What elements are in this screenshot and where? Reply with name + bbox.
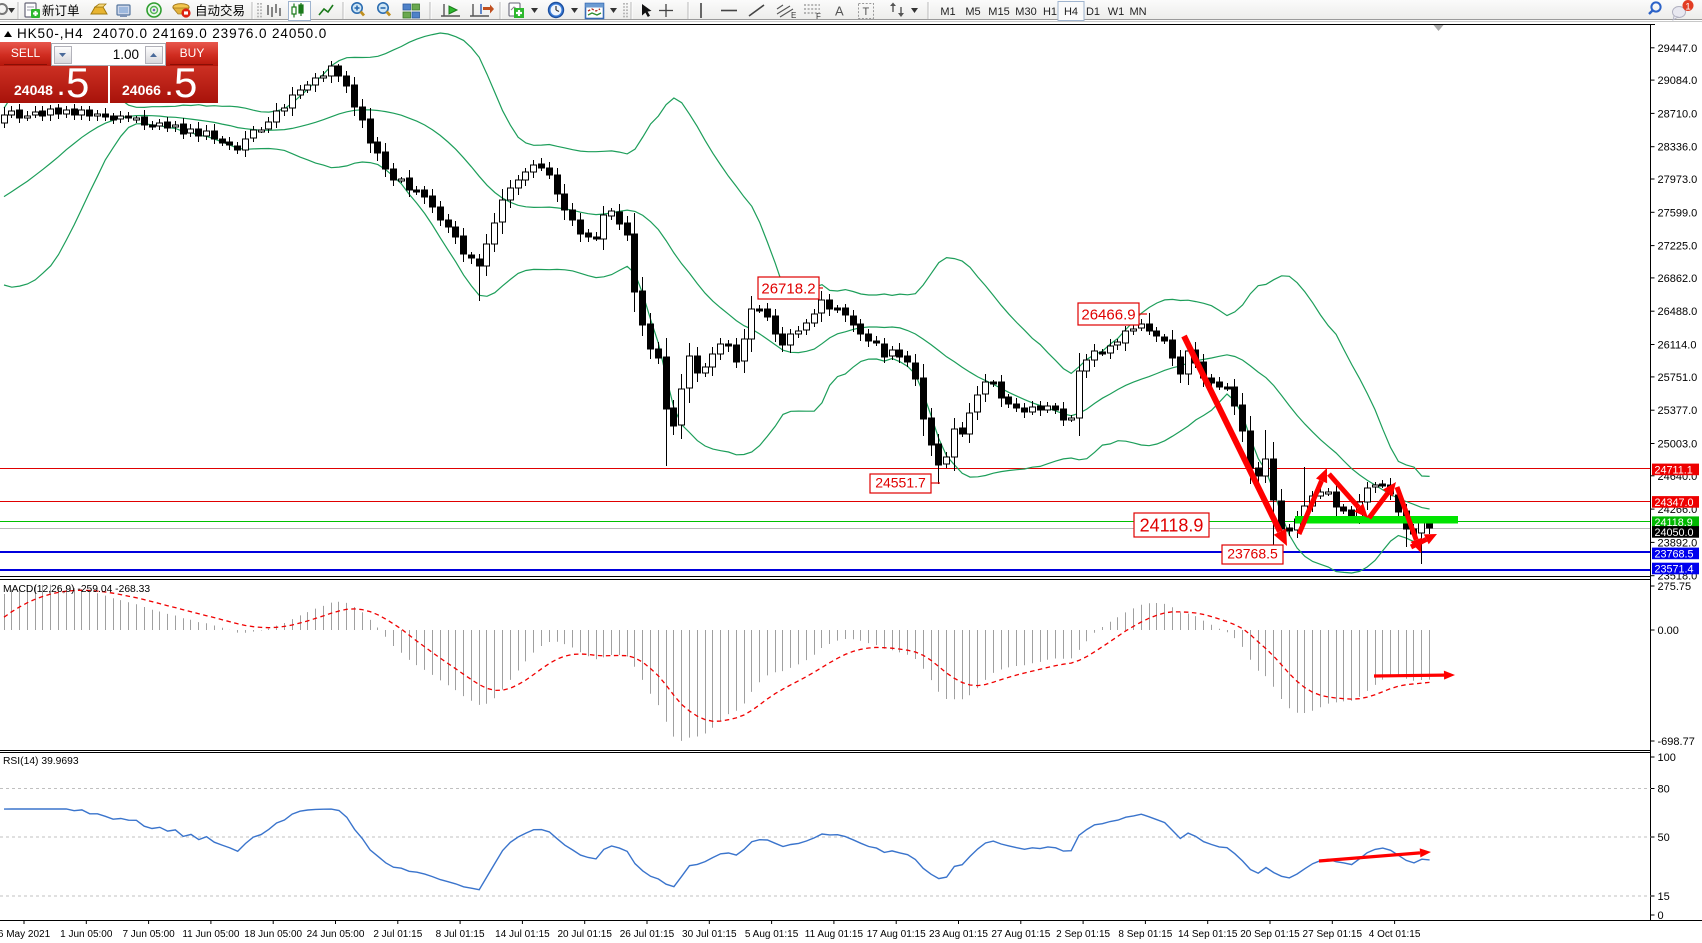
svg-text:27599.0: 27599.0: [1658, 207, 1698, 219]
svg-text:11 Aug 01:15: 11 Aug 01:15: [805, 929, 864, 940]
svg-text:15: 15: [1658, 891, 1670, 903]
svg-text:D1: D1: [1086, 6, 1100, 18]
svg-text:T: T: [863, 6, 870, 18]
svg-text:26718.2: 26718.2: [761, 281, 815, 298]
svg-text:27 Sep 01:15: 27 Sep 01:15: [1303, 929, 1363, 940]
svg-text:A: A: [835, 4, 844, 19]
svg-text:26862.0: 26862.0: [1658, 273, 1698, 285]
svg-text:5 Aug 01:15: 5 Aug 01:15: [745, 929, 799, 940]
svg-text:14 Jul 01:15: 14 Jul 01:15: [495, 929, 550, 940]
svg-text:23892.0: 23892.0: [1658, 537, 1698, 549]
svg-text:28336.0: 28336.0: [1658, 142, 1698, 154]
svg-text:24050.0: 24050.0: [1655, 527, 1694, 539]
svg-text:26114.0: 26114.0: [1658, 340, 1697, 352]
svg-text:M5: M5: [965, 6, 980, 18]
svg-text:0.00: 0.00: [1658, 625, 1679, 637]
svg-text:50: 50: [1658, 832, 1670, 844]
svg-text:30 Jul 01:15: 30 Jul 01:15: [682, 929, 737, 940]
svg-text:23571.4: 23571.4: [1655, 564, 1694, 576]
svg-text:26466.9: 26466.9: [1081, 307, 1135, 324]
svg-text:100: 100: [1658, 752, 1676, 764]
svg-text:23 Aug 01:15: 23 Aug 01:15: [929, 929, 988, 940]
svg-text:HK50-,H4 24070.0 24169.0 2397: HK50-,H4 24070.0 24169.0 23976.0 24050.0: [17, 26, 327, 41]
svg-text:24 Jun 05:00: 24 Jun 05:00: [307, 929, 365, 940]
svg-text:11 Jun 05:00: 11 Jun 05:00: [182, 929, 240, 940]
svg-text:25003.0: 25003.0: [1658, 438, 1698, 450]
svg-text:24347.0: 24347.0: [1655, 497, 1694, 509]
svg-text:M15: M15: [988, 6, 1009, 18]
svg-text:-698.77: -698.77: [1658, 736, 1695, 748]
svg-text:M30: M30: [1015, 6, 1036, 18]
svg-text:7 Jun 05:00: 7 Jun 05:00: [122, 929, 175, 940]
svg-text:17 Aug 01:15: 17 Aug 01:15: [867, 929, 926, 940]
svg-text:M1: M1: [940, 6, 955, 18]
svg-text:H4: H4: [1064, 6, 1078, 18]
svg-text:RSI(14) 39.9693: RSI(14) 39.9693: [3, 756, 79, 767]
svg-text:29084.0: 29084.0: [1658, 75, 1698, 87]
svg-text:8 Jul 01:15: 8 Jul 01:15: [436, 929, 485, 940]
svg-text:20 Jul 01:15: 20 Jul 01:15: [557, 929, 612, 940]
svg-text:275.75: 275.75: [1658, 581, 1692, 593]
svg-text:14 Sep 01:15: 14 Sep 01:15: [1178, 929, 1238, 940]
svg-text:1 Jun 05:00: 1 Jun 05:00: [60, 929, 113, 940]
svg-text:4 Oct 01:15: 4 Oct 01:15: [1369, 929, 1421, 940]
svg-text:24118.9: 24118.9: [1140, 516, 1204, 536]
svg-text:0: 0: [1658, 910, 1664, 922]
svg-text:自动交易: 自动交易: [195, 3, 245, 18]
svg-text:27 Aug 01:15: 27 Aug 01:15: [991, 929, 1050, 940]
svg-text:80: 80: [1658, 784, 1670, 796]
svg-text:MN: MN: [1129, 6, 1146, 18]
svg-text:27973.0: 27973.0: [1658, 174, 1698, 186]
svg-text:29447.0: 29447.0: [1658, 43, 1698, 55]
svg-text:2 Sep 01:15: 2 Sep 01:15: [1056, 929, 1110, 940]
svg-text:新订单: 新订单: [42, 3, 80, 18]
svg-text:23768.5: 23768.5: [1227, 546, 1278, 562]
svg-text:26488.0: 26488.0: [1658, 306, 1698, 318]
svg-text:24551.7: 24551.7: [875, 475, 926, 491]
svg-text:20 Sep 01:15: 20 Sep 01:15: [1240, 929, 1300, 940]
svg-text:6 May 2021: 6 May 2021: [0, 929, 51, 940]
svg-text:W1: W1: [1108, 6, 1125, 18]
svg-text:23768.5: 23768.5: [1655, 548, 1694, 560]
svg-text:2 Jul 01:15: 2 Jul 01:15: [373, 929, 422, 940]
svg-text:26 Jul 01:15: 26 Jul 01:15: [620, 929, 675, 940]
svg-text:8 Sep 01:15: 8 Sep 01:15: [1118, 929, 1172, 940]
svg-text:27225.0: 27225.0: [1658, 241, 1698, 253]
svg-text:F: F: [816, 12, 821, 21]
svg-text:1: 1: [1685, 2, 1690, 13]
svg-text:E: E: [791, 11, 796, 20]
svg-text:MACD(12,26,9) -259.04 -268.33: MACD(12,26,9) -259.04 -268.33: [3, 584, 150, 595]
svg-text:25751.0: 25751.0: [1658, 372, 1698, 384]
svg-text:28710.0: 28710.0: [1658, 108, 1698, 120]
svg-text:H1: H1: [1043, 6, 1057, 18]
svg-text:25377.0: 25377.0: [1658, 405, 1698, 417]
svg-text:18 Jun 05:00: 18 Jun 05:00: [244, 929, 302, 940]
svg-text:24711.1: 24711.1: [1655, 464, 1693, 476]
